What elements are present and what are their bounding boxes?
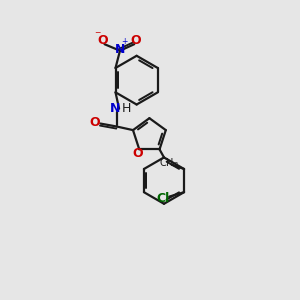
Text: N: N (115, 43, 125, 56)
Text: O: O (133, 147, 143, 160)
Text: N: N (110, 102, 121, 115)
Text: $^{+}$: $^{+}$ (122, 37, 129, 47)
Text: O: O (90, 116, 100, 129)
Text: $^{-}$: $^{-}$ (94, 30, 101, 40)
Text: O: O (130, 34, 141, 47)
Text: H: H (122, 102, 131, 115)
Text: CH$_3$: CH$_3$ (159, 156, 178, 170)
Text: O: O (98, 34, 108, 47)
Text: Cl: Cl (157, 192, 170, 205)
